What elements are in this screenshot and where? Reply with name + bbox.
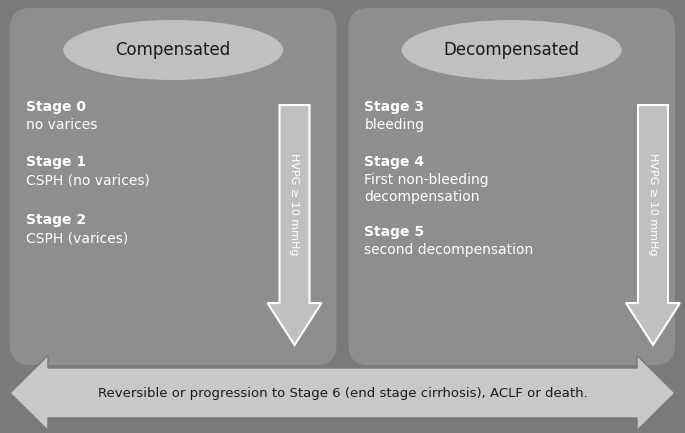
- Polygon shape: [10, 355, 675, 430]
- Text: Stage 5: Stage 5: [364, 225, 425, 239]
- FancyBboxPatch shape: [349, 8, 675, 365]
- Text: decompensation: decompensation: [364, 190, 480, 204]
- Text: Decompensated: Decompensated: [444, 41, 580, 59]
- Text: Compensated: Compensated: [116, 41, 231, 59]
- FancyBboxPatch shape: [10, 8, 336, 365]
- Text: Reversible or progression to Stage 6 (end stage cirrhosis), ACLF or death.: Reversible or progression to Stage 6 (en…: [98, 388, 587, 401]
- Text: no varices: no varices: [26, 118, 97, 132]
- Ellipse shape: [401, 20, 622, 80]
- Text: bleeding: bleeding: [364, 118, 425, 132]
- Text: Stage 3: Stage 3: [364, 100, 425, 114]
- Text: second decompensation: second decompensation: [364, 243, 534, 257]
- Text: Stage 4: Stage 4: [364, 155, 425, 169]
- Text: CSPH (no varices): CSPH (no varices): [26, 173, 150, 187]
- Text: Stage 1: Stage 1: [26, 155, 86, 169]
- Polygon shape: [268, 105, 321, 345]
- Text: Stage 0: Stage 0: [26, 100, 86, 114]
- Text: HVPG ≥ 10 mmHg: HVPG ≥ 10 mmHg: [648, 153, 658, 255]
- Ellipse shape: [63, 20, 284, 80]
- Text: CSPH (varices): CSPH (varices): [26, 231, 128, 245]
- Text: Stage 2: Stage 2: [26, 213, 86, 227]
- Text: HVPG ≥ 10 mmHg: HVPG ≥ 10 mmHg: [290, 153, 299, 255]
- Polygon shape: [626, 105, 680, 345]
- Text: First non-bleeding: First non-bleeding: [364, 173, 489, 187]
